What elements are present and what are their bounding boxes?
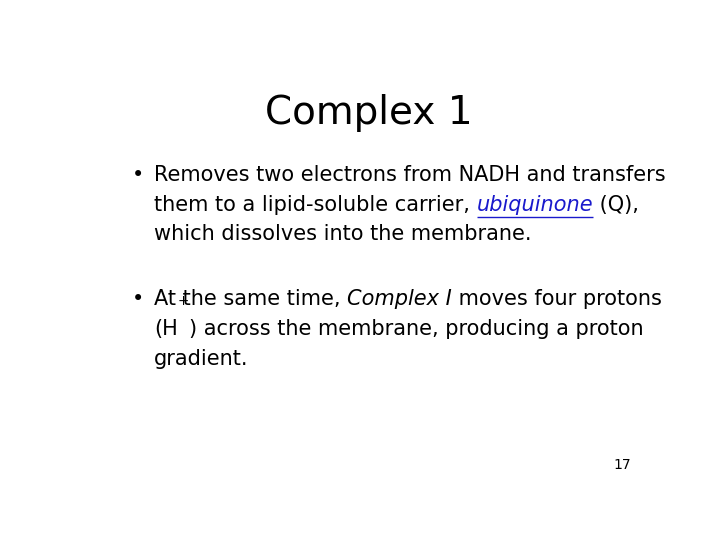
Text: •: • [132,289,144,309]
Text: At the same time,: At the same time, [154,289,347,309]
Text: •: • [132,165,144,185]
Text: moves four protons: moves four protons [452,289,662,309]
Text: +: + [178,294,189,308]
Text: gradient.: gradient. [154,349,248,369]
Text: which dissolves into the membrane.: which dissolves into the membrane. [154,225,531,245]
Text: ) across the membrane, producing a proton: ) across the membrane, producing a proto… [189,319,644,339]
Text: them to a lipid-soluble carrier,: them to a lipid-soluble carrier, [154,194,477,214]
Text: Complex 1: Complex 1 [265,94,473,132]
Text: 17: 17 [613,458,631,472]
Text: (Q),: (Q), [593,194,639,214]
Text: (H: (H [154,319,178,339]
Text: ubiquinone: ubiquinone [477,194,593,214]
Text: Removes two electrons from NADH and transfers: Removes two electrons from NADH and tran… [154,165,666,185]
Text: Complex I: Complex I [347,289,452,309]
